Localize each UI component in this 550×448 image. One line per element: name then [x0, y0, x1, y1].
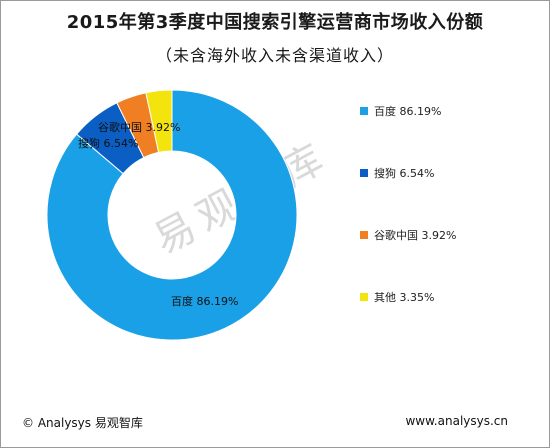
footer-copyright: © Analysys 易观智库 — [22, 416, 143, 430]
footer-website: www.analysys.cn — [405, 414, 508, 428]
slice-百度 — [46, 89, 298, 341]
legend-label: 其他 3.35% — [374, 291, 435, 304]
legend-swatch — [360, 293, 368, 301]
data-label-搜狗: 搜狗 6.54% — [78, 136, 138, 150]
chart-subtitle: （未含海外收入未含渠道收入） — [155, 46, 394, 65]
chart-title: 2015年第3季度中国搜索引擎运营商市场收入份额 — [66, 12, 484, 33]
legend-label: 百度 86.19% — [374, 105, 442, 118]
data-label-谷歌中国: 谷歌中国 3.92% — [98, 120, 180, 134]
legend-swatch — [360, 107, 368, 115]
legend-item-其他: 其他 3.35% — [360, 290, 434, 304]
legend-label: 谷歌中国 3.92% — [374, 229, 457, 242]
slice-其他 — [145, 89, 173, 154]
data-label-百度: 百度 86.19% — [171, 294, 238, 308]
legend-swatch — [360, 169, 368, 177]
legend-swatch — [360, 231, 368, 239]
legend-item-搜狗: 搜狗 6.54% — [360, 166, 434, 180]
legend-item-百度: 百度 86.19% — [360, 104, 441, 118]
legend-label: 搜狗 6.54% — [374, 167, 435, 180]
legend-item-谷歌中国: 谷歌中国 3.92% — [360, 228, 456, 242]
